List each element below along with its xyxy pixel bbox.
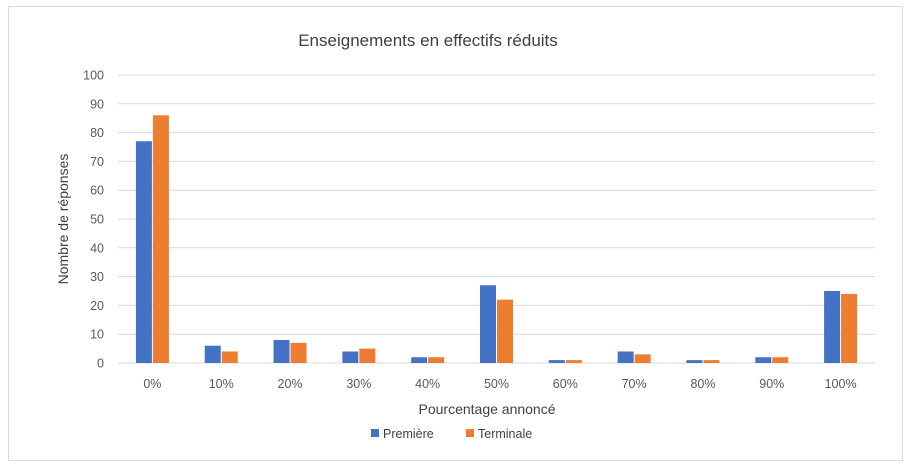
bar-premiere-100pct [824,291,841,363]
bar-terminale-10pct [221,351,238,363]
bar-terminale-20pct [290,342,307,363]
x-tick-label: 40% [415,377,440,391]
bar-premiere-90pct [755,357,772,363]
x-tick-label: 30% [346,377,371,391]
y-tick-label: 100 [83,69,104,83]
bar-terminale-40pct [428,357,445,363]
legend: Première Terminale [371,427,532,441]
x-tick-label: 50% [484,377,509,391]
x-tick-label: 80% [690,377,715,391]
bar-premiere-70pct [617,351,634,363]
y-axis-label: Nombre de réponses [55,154,71,285]
y-tick-label: 20 [90,299,104,313]
bar-terminale-0pct [152,115,169,363]
y-tick-label: 50 [90,213,104,227]
y-tick-label: 60 [90,184,104,198]
bar-terminale-90pct [772,357,789,363]
x-tick-label: 90% [759,377,784,391]
y-tick-label: 90 [90,97,104,111]
bar-terminale-50pct [497,299,513,363]
x-tick-label: 20% [278,377,303,391]
bar-premiere-50pct [480,285,496,363]
x-tick-label: 70% [622,377,647,391]
y-tick-label: 0 [97,357,104,371]
bar-premiere-80pct [686,360,703,363]
legend-swatch-terminale [466,429,474,437]
y-tick-label: 70 [90,155,104,169]
bar-premiere-60pct [548,360,565,363]
x-tick-label: 0% [143,377,161,391]
bars [135,115,858,363]
legend-label-premiere: Première [383,427,434,441]
bar-premiere-30pct [342,351,359,363]
bar-premiere-20pct [273,339,290,363]
bar-terminale-70pct [634,354,651,363]
y-tick-label: 10 [90,328,104,342]
bar-terminale-30pct [359,348,376,363]
y-tick-label: 80 [90,126,104,140]
x-tick-label: 60% [553,377,578,391]
bar-premiere-0pct [135,141,152,363]
x-tick-label: 10% [209,377,234,391]
legend-swatch-premiere [371,429,379,437]
legend-label-terminale: Terminale [478,427,532,441]
bar-premiere-40pct [411,357,428,363]
y-axis-ticks: 0 10 20 30 40 50 60 70 80 90 100 [83,69,104,371]
bar-terminale-100pct [841,293,858,363]
bar-premiere-10pct [204,345,221,363]
y-tick-label: 30 [90,270,104,284]
gridlines [118,74,875,364]
bar-terminale-60pct [565,360,582,363]
x-tick-label: 100% [825,377,857,391]
chart-title: Enseignements en effectifs réduits [298,31,558,50]
x-axis-ticks: 0% 10% 20% 30% 40% 50% 60% 70% 80% 90% 100% [143,377,856,391]
x-axis-label: Pourcentage annoncé [419,401,556,417]
bar-terminale-80pct [703,360,720,363]
y-tick-label: 40 [90,241,104,255]
